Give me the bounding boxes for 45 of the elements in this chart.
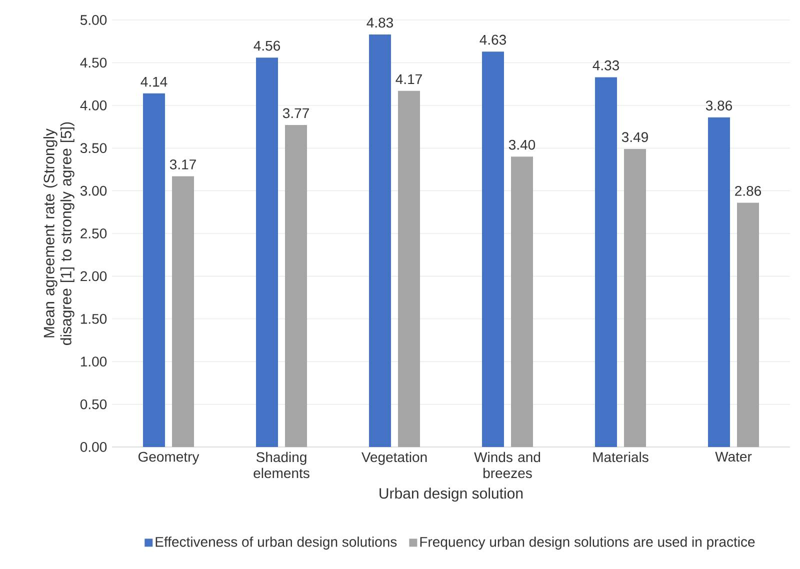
y-tick-label: 4.00	[80, 100, 107, 110]
data-label: 4.56	[254, 40, 280, 51]
data-label: 3.17	[170, 159, 196, 170]
y-tick-label: 0.00	[80, 442, 107, 452]
bar	[708, 117, 730, 447]
bar	[285, 125, 308, 447]
bar	[737, 202, 760, 447]
data-label: 4.33	[592, 60, 620, 70]
y-tick-label: 1.50	[80, 314, 107, 324]
x-tick-label: Winds and breezes	[474, 452, 540, 478]
x-tick-label: Materials	[593, 452, 648, 462]
bar	[511, 156, 534, 447]
y-tick-label: 5.00	[80, 15, 107, 25]
x-tick-label: Geometry	[138, 452, 200, 465]
data-label: 4.63	[480, 34, 506, 45]
x-tick-label: Shading elements	[254, 452, 310, 478]
y-tick-label: 2.00	[80, 271, 107, 282]
bar	[595, 77, 618, 447]
y-tick-label: 1.00	[80, 356, 107, 367]
x-tick-label: Vegetation	[361, 452, 427, 465]
data-label: 3.40	[508, 140, 536, 150]
data-label: 3.49	[622, 132, 648, 142]
legend-label: Effectiveness of urban design solutions	[156, 536, 397, 550]
x-tick-label: Water	[715, 452, 752, 462]
y-tick-label: 2.50	[80, 228, 107, 238]
data-label: 4.14	[140, 76, 168, 87]
bar	[369, 34, 392, 447]
y-axis-title: Mean agreement rate (Strongly disagree [1] to strongly agree [5])	[43, 122, 74, 346]
legend-label: Frequency urban design solutions are used in practice	[420, 536, 755, 550]
y-tick-label: 4.50	[80, 58, 107, 68]
bar	[398, 90, 420, 447]
bar	[143, 93, 166, 447]
bar	[256, 58, 278, 447]
y-tick-label: 3.50	[80, 143, 107, 154]
data-label: 4.17	[396, 74, 422, 84]
bar	[624, 148, 646, 447]
bar	[482, 52, 504, 447]
y-tick-label: 3.00	[80, 186, 107, 196]
y-tick-label: 0.50	[80, 399, 107, 410]
data-label: 3.86	[706, 100, 732, 110]
data-label: 2.86	[735, 186, 762, 196]
data-label: 3.77	[282, 108, 309, 118]
data-label: 4.83	[366, 18, 394, 28]
x-axis-title: Urban design solution	[380, 488, 523, 502]
bar	[172, 176, 194, 447]
